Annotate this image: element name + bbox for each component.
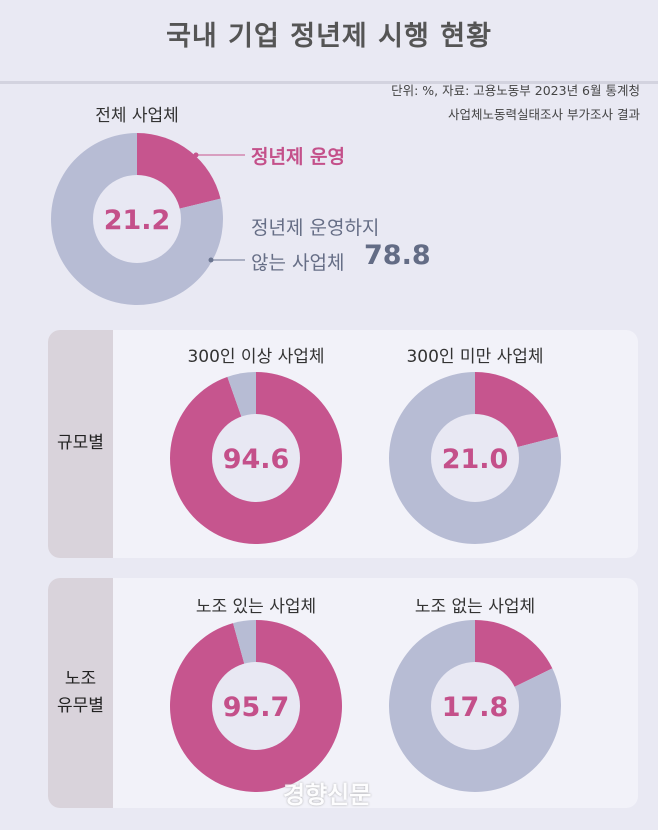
title-divider [0, 81, 658, 84]
center-value-label: 95.7 [223, 692, 290, 723]
legend-not-operating-line1: 정년제 운영하지 [251, 217, 380, 239]
center-value-label: 94.6 [223, 444, 290, 475]
source-note-line2: 사업체노동력실태조사 부가조사 결과 [448, 107, 640, 122]
panel-label-union-line1: 노조 [64, 668, 97, 689]
donut-hole [93, 175, 181, 263]
page-title: 국내 기업 정년제 시행 현황 [166, 21, 492, 52]
annotation-leaders [193, 152, 245, 263]
donut-hole [212, 662, 300, 750]
donut-under-300: 21.0 [389, 372, 561, 544]
donut-no-union: 17.8 [388, 620, 561, 792]
donut-hole [431, 414, 519, 502]
legend-not-operating-line2: 않는 사업체 [251, 252, 345, 274]
panel-label-union-line2: 유무별 [57, 696, 104, 716]
donut-hole [431, 662, 519, 750]
donut-300-plus: 94.6 [170, 372, 342, 544]
donut-all: 21.2 [51, 133, 223, 305]
donut-hole [212, 414, 300, 502]
chart-title-300-plus: 300인 이상 사업체 [187, 347, 325, 367]
source-note-line1: 단위: %, 자료: 고용노동부 2023년 6월 통계청 [391, 83, 640, 98]
watermark-logo: 경향신문 [283, 781, 372, 809]
not-operating-value: 78.8 [364, 240, 431, 271]
chart-title-no-union: 노조 없는 사업체 [414, 597, 536, 617]
panel-label-size: 규모별 [48, 330, 113, 558]
chart-title-under-300: 300인 미만 사업체 [406, 347, 544, 367]
center-value-label: 17.8 [442, 692, 509, 723]
center-value-label: 21.2 [104, 205, 171, 236]
legend-operating: 정년제 운영 [251, 146, 346, 168]
chart-title-all: 전체 사업체 [95, 106, 179, 126]
chart-title-union: 노조 있는 사업체 [195, 597, 317, 617]
donut-union: 95.7 [170, 620, 342, 792]
center-value-label: 21.0 [442, 444, 509, 475]
